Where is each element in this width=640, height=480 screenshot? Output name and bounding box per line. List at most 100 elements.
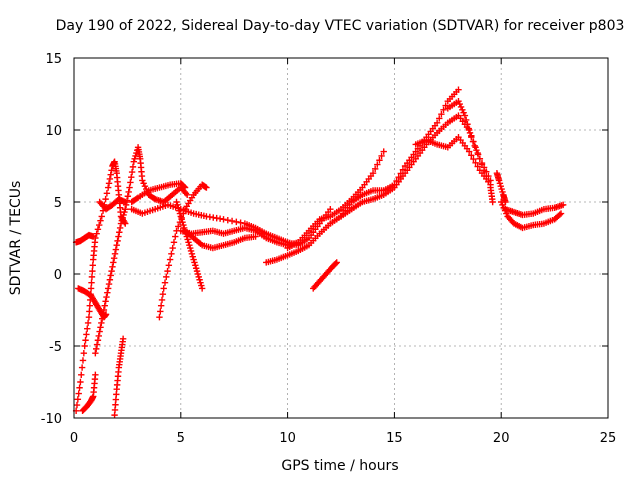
data-point <box>96 328 103 335</box>
data-point <box>369 170 377 177</box>
data-point <box>76 384 83 391</box>
data-point <box>474 151 482 158</box>
series <box>92 206 129 357</box>
series <box>263 86 462 266</box>
data-point <box>105 180 113 187</box>
grid <box>74 58 608 418</box>
data-point <box>181 224 188 232</box>
data-point <box>161 279 169 286</box>
data-point <box>332 260 340 267</box>
data-point <box>90 233 97 240</box>
data-point <box>84 325 91 332</box>
data-point <box>181 183 188 190</box>
data-point <box>163 273 170 281</box>
series <box>111 335 127 419</box>
data-point <box>97 324 104 331</box>
data-point <box>474 163 481 170</box>
y-tick-label: -5 <box>49 340 62 355</box>
data-point <box>440 106 447 114</box>
data-point <box>93 345 100 353</box>
series <box>181 227 259 252</box>
data-point <box>89 262 96 269</box>
data-point <box>79 357 87 364</box>
x-tick-label: 20 <box>493 431 510 446</box>
data-point <box>194 270 202 278</box>
data-point <box>166 256 174 263</box>
data-point <box>559 201 567 209</box>
data-point <box>181 184 189 191</box>
data-point <box>495 177 503 184</box>
data-point <box>115 233 122 240</box>
data-point <box>105 280 113 288</box>
y-tick-label: -10 <box>41 412 62 427</box>
data-point <box>110 259 117 266</box>
data-point <box>101 302 108 309</box>
data-point <box>107 171 114 178</box>
data-point <box>104 289 111 296</box>
y-axis-label: SDTVAR / TECUs <box>8 181 24 296</box>
axis-ticks: 0 5 10 15 20 25 -10 -5 0 5 10 15 <box>41 52 617 446</box>
data-point <box>179 218 186 226</box>
data-point <box>94 226 102 233</box>
data-point <box>470 155 477 163</box>
data-point <box>465 148 473 155</box>
y-tick-label: 0 <box>54 268 62 283</box>
data-point <box>80 350 88 357</box>
y-tick-label: 15 <box>45 52 62 67</box>
data-point <box>468 134 475 141</box>
data-point <box>233 218 240 226</box>
data-point <box>104 184 112 191</box>
series <box>412 134 494 188</box>
data-point <box>104 285 112 292</box>
data-point <box>177 213 184 220</box>
data-point <box>327 206 334 213</box>
data-point <box>497 182 504 190</box>
data-points <box>72 86 567 419</box>
data-point <box>102 298 109 305</box>
data-point <box>198 285 206 292</box>
data-point <box>102 195 109 203</box>
x-tick-label: 25 <box>600 431 617 446</box>
data-point <box>84 319 92 327</box>
data-point <box>87 285 95 292</box>
series <box>72 231 97 246</box>
data-point <box>128 174 135 181</box>
data-point <box>86 302 94 309</box>
data-point <box>106 175 114 183</box>
data-point <box>127 179 134 186</box>
data-point <box>192 262 199 269</box>
data-point <box>111 250 119 258</box>
data-point <box>103 293 110 301</box>
x-tick-label: 15 <box>386 431 403 446</box>
series <box>493 170 509 206</box>
x-tick-label: 10 <box>279 431 296 446</box>
data-point <box>380 148 387 155</box>
data-point <box>178 216 185 223</box>
data-point <box>108 267 115 275</box>
data-point <box>485 172 492 180</box>
data-point <box>83 331 90 338</box>
data-point <box>188 250 196 258</box>
data-point <box>98 213 105 220</box>
data-point <box>465 125 472 132</box>
data-point <box>121 208 128 216</box>
data-point <box>190 256 197 263</box>
series <box>177 224 302 249</box>
data-point <box>471 142 478 150</box>
data-point <box>128 168 136 176</box>
data-point <box>159 290 167 298</box>
data-point <box>92 371 99 378</box>
plot-frame <box>73 57 609 419</box>
series <box>79 371 99 414</box>
data-point <box>184 191 191 198</box>
data-point <box>157 302 165 309</box>
data-point <box>175 207 183 214</box>
data-point <box>116 229 123 236</box>
data-point <box>116 224 124 232</box>
data-point <box>73 401 81 409</box>
data-point <box>469 138 477 145</box>
data-point <box>191 259 198 266</box>
data-point <box>473 146 480 154</box>
data-point <box>123 197 131 204</box>
data-point <box>92 350 99 357</box>
